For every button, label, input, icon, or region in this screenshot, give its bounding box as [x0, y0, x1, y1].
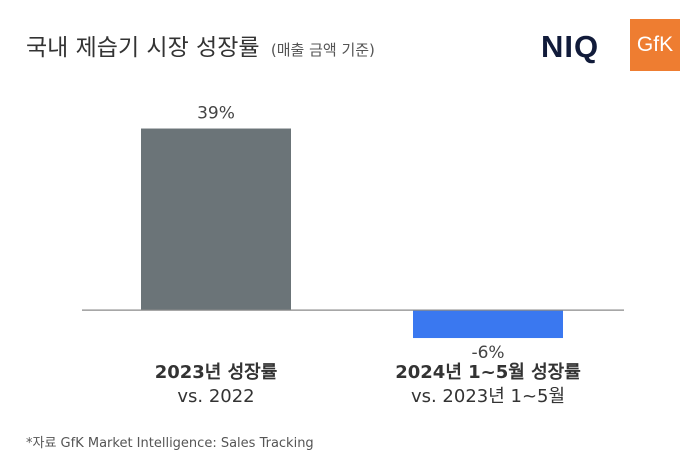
category-label-1-title: 2023년 성장률 [154, 362, 278, 383]
chart-title-main: 국내 제습기 시장 성장률 [26, 35, 260, 61]
niq-logo: NIQ [541, 29, 600, 64]
data-label-1: 39% [197, 104, 235, 124]
category-label-1: 2023년 성장률 vs. 2022 [86, 361, 346, 409]
category-label-2-title: 2024년 1~5월 성장률 [395, 362, 581, 383]
category-label-2-subtitle: vs. 2023년 1~5월 [410, 386, 566, 407]
gfk-logo: GfK [630, 19, 680, 71]
category-label-2: 2024년 1~5월 성장률 vs. 2023년 1~5월 [358, 361, 618, 409]
category-label-1-subtitle: vs. 2022 [177, 386, 255, 407]
gfk-logo-text: GfK [636, 33, 674, 56]
chart-title-subtitle: (매출 금액 기준) [270, 41, 375, 59]
bar-2 [413, 310, 563, 339]
bar-1 [141, 128, 291, 311]
source-note: *자료 GfK Market Intelligence: Sales Track… [26, 436, 314, 451]
chart-title: 국내 제습기 시장 성장률 (매출 금액 기준) [26, 28, 375, 62]
data-label-2: -6% [471, 343, 504, 363]
